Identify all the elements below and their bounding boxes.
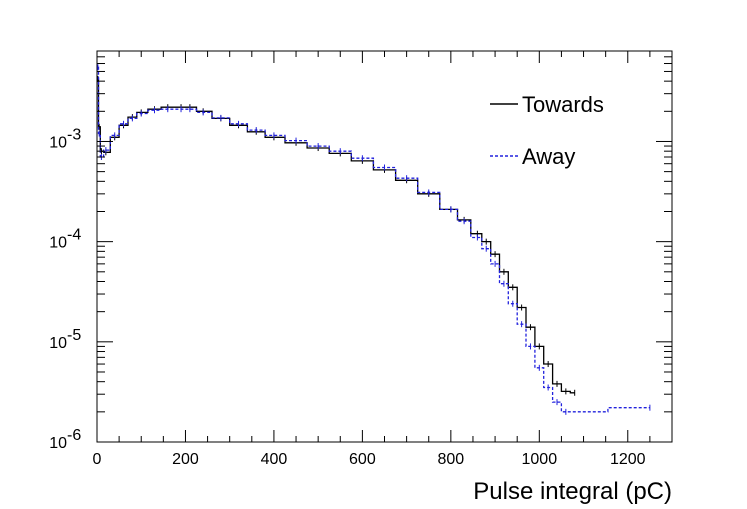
x-tick-label: 800	[437, 451, 464, 468]
y-tick-label-exponent: -5	[67, 327, 81, 344]
legend-label-away: Away	[522, 144, 575, 169]
legend: Towards Away	[490, 92, 604, 169]
y-tick-label-base: 10	[49, 134, 67, 151]
legend-label-towards: Towards	[522, 92, 604, 117]
x-tick-label: 200	[172, 451, 199, 468]
x-axis-title: Pulse integral (pC)	[473, 478, 672, 505]
x-tick-label: 0	[93, 451, 102, 468]
y-tick-label-exponent: -3	[67, 126, 81, 143]
y-tick-label-exponent: -6	[67, 427, 81, 444]
series-line-away	[97, 66, 650, 413]
series-line-towards	[97, 78, 575, 394]
y-tick-label-base: 10	[49, 235, 67, 252]
series-layer	[97, 64, 651, 415]
x-tick-label: 1000	[522, 451, 558, 468]
x-tick-label: 600	[349, 451, 376, 468]
y-tick-label-base: 10	[49, 435, 67, 452]
x-tick-label: 400	[261, 451, 288, 468]
y-tick-label-exponent: -4	[67, 227, 81, 244]
y-tick-label-base: 10	[49, 335, 67, 352]
x-tick-label: 1200	[610, 451, 646, 468]
